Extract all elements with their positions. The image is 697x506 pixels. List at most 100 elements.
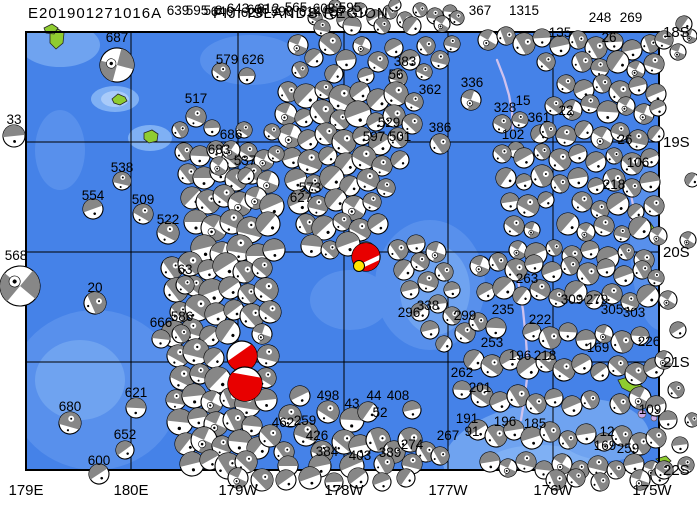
longitude-label-176w: 176W [533,482,573,499]
focal-mechanism-beachball [636,284,660,308]
focal-mechanism-beachball [492,144,512,164]
focal-mechanism-beachball [489,391,511,413]
focal-mechanism-beachball [576,262,600,286]
focal-mechanism-beachball [239,303,265,329]
focal-mechanism-beachball [339,175,361,197]
focal-mechanism-beachball [568,30,588,50]
highlighted-red-beachball [226,340,258,372]
longitude-label-179e: 179E [8,482,44,499]
depth-label: 57 [330,4,345,19]
depth-label: 235 [492,302,515,317]
depth-label: 102 [502,127,525,142]
focal-mechanism-beachball [596,100,620,124]
focal-mechanism-beachball [203,347,225,369]
focal-mechanism-beachball [255,211,281,237]
focal-mechanism-beachball [324,472,344,492]
focal-mechanism-beachball [535,351,557,373]
longitude-label-177w: 177W [428,482,468,499]
focal-mechanism-beachball [258,424,282,448]
focal-mechanism-beachball [539,121,557,139]
depth-label: 522 [157,212,180,227]
focal-mechanism-beachball [548,148,572,172]
depth-label: 367 [469,3,492,18]
focal-mechanism-beachball [281,147,303,169]
bathymetry-patch [26,32,100,67]
depth-label: 253 [481,335,504,350]
focal-mechanism-beachball [313,19,331,37]
focal-mechanism-beachball [541,261,563,283]
depth-label: 639 [167,3,190,18]
focal-mechanism-beachball [556,74,576,94]
focal-mechanism-beachball [580,94,600,114]
focal-mechanism-beachball [304,48,324,68]
depth-label: 666 [150,315,173,330]
focal-mechanism-beachball [647,125,665,143]
focal-mechanism-beachball [156,221,180,245]
focal-mechanism-beachball [654,350,674,370]
depth-label: 218 [534,348,557,363]
depth-label: 1315 [509,3,539,18]
depth-label: 554 [82,188,105,203]
focal-mechanism-beachball [332,212,352,232]
depth-label: 267 [437,428,460,443]
depth-label: 33 [6,112,21,127]
depth-label: 12 [599,424,614,439]
focal-mechanism-beachball [304,174,324,194]
depth-label: 259 [294,413,317,428]
focal-mechanism-beachball [594,432,614,452]
bathymetry-patch [310,270,390,330]
depth-label: 509 [132,192,155,207]
focal-mechanism-beachball [115,440,135,460]
depth-label: 135 [549,25,572,40]
depth-label: 652 [114,427,137,442]
focal-mechanism-beachball [428,294,448,314]
focal-mechanism-beachball [218,276,242,300]
focal-mechanism-beachball [278,404,302,428]
focal-mechanism-beachball [211,62,231,82]
depth-label: 328 [494,100,517,115]
focal-mechanism-beachball [580,390,600,410]
focal-mechanism-beachball [274,102,298,126]
focal-mechanism-beachball [571,191,593,213]
focal-mechanism-beachball [399,49,421,71]
focal-mechanism-beachball [209,156,229,176]
focal-mechanism-beachball [516,356,540,380]
focal-mechanism-beachball [234,450,258,474]
focal-mechanism-beachball [88,463,110,485]
focal-mechanism-beachball [590,200,610,220]
focal-mechanism-beachball [298,466,322,490]
depth-label: 191 [456,411,479,426]
focal-mechanism-beachball [341,195,367,221]
focal-mechanism-beachball [537,191,555,209]
focal-mechanism-beachball [367,51,389,73]
depth-label: 15 [515,93,530,108]
focal-mechanism-beachball [627,129,649,151]
depth-label: 361 [528,110,551,125]
depth-label: 259 [617,441,640,456]
depth-label: 386 [429,120,452,135]
focal-mechanism-beachball [626,60,646,80]
focal-mechanism-beachball [203,119,221,137]
focal-mechanism-beachball [372,472,392,492]
focal-mechanism-beachball [640,148,660,168]
focal-mechanism-beachball [639,171,661,193]
latitude-label-21s: 21S [663,354,690,371]
focal-mechanism-beachball [373,17,391,35]
focal-mechanism-beachball [560,256,580,276]
focal-mechanism-beachball [287,34,309,56]
focal-mechanism-beachball [643,53,665,75]
focal-mechanism-beachball [387,127,409,149]
focal-mechanism-beachball [633,103,655,125]
focal-mechanism-beachball [571,353,593,375]
focal-mechanism-beachball [356,168,380,192]
focal-mechanism-beachball [536,52,556,72]
focal-mechanism-beachball [606,50,630,74]
region-title: FIJI ISLANDS REGION [213,5,389,22]
focal-mechanism-beachball [556,212,580,236]
focal-mechanism-beachball [367,213,389,235]
focal-mechanism-beachball [523,221,541,239]
island-landmass [143,129,159,144]
epicenter-dot [353,260,365,272]
focal-mechanism-beachball [166,344,190,368]
focal-mechanism-beachball [590,58,610,78]
